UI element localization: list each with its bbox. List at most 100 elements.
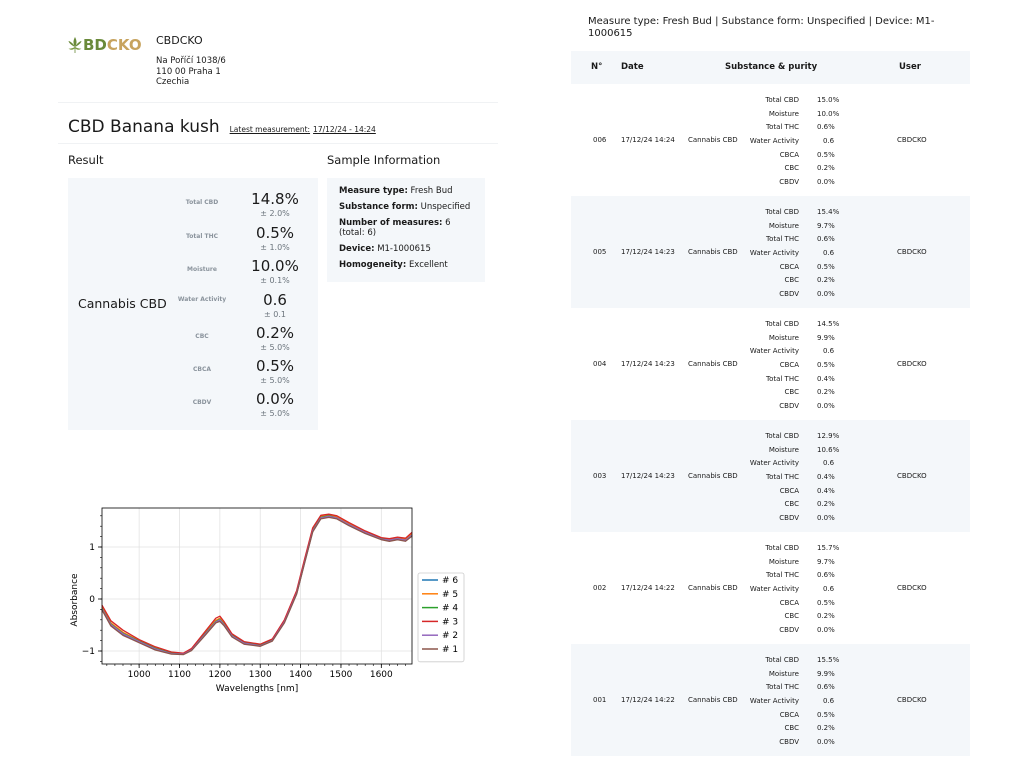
purity-name: Total THC (765, 473, 799, 482)
purity-value: 15.0% (817, 96, 840, 104)
purity-item: Total CBD 15.0% (737, 94, 857, 108)
series-line (101, 514, 413, 655)
table-row: 006 17/12/24 14:24 Cannabis CBD CBDCKO Total… (571, 84, 970, 196)
purity-value: 0.2% (817, 164, 835, 173)
cell-number: 005 (593, 248, 607, 256)
purity-name: Moisture (768, 669, 799, 678)
purity-name: CBCA (779, 598, 799, 607)
table-row: 001 17/12/24 14:22 Cannabis CBD CBDCKO Total… (571, 644, 970, 756)
latest-measurement-value: 17/12/24 - 14:24 (313, 125, 376, 134)
purity-name: CBCA (779, 262, 799, 271)
purity-name: Total THC (765, 374, 799, 383)
purity-name: CBCA (779, 150, 799, 159)
cell-date: 17/12/24 14:22 (621, 696, 675, 704)
purity-name: CBDV (779, 514, 799, 523)
purity-value: 0.5% (817, 710, 835, 719)
metric-cbc: CBC 0.2% ± 5.0% (178, 324, 318, 356)
purity-value: 0.5% (817, 150, 835, 159)
metric-value: 14.8% (251, 190, 299, 208)
cell-user: CBDCKO (897, 472, 927, 480)
metric-error: ± 5.0% (260, 343, 290, 352)
purity-name: Water Activity (749, 249, 799, 258)
col-header-number: N° (591, 62, 603, 72)
company-logo: BD CKO (68, 34, 142, 56)
purity-value: 0.2% (817, 500, 835, 509)
purity-item: Total CBD 14.5% (737, 318, 857, 332)
metric-label: Total CBD (185, 199, 219, 206)
metric-total-thc: Total THC 0.5% ± 1.0% (178, 224, 318, 256)
purity-value: 0.6 (823, 347, 835, 356)
tick-label-x: 1600 (370, 670, 393, 680)
purity-item: CBCA 0.4% (737, 485, 857, 499)
purity-name: CBC (784, 388, 799, 397)
address-line: Czechia (156, 77, 190, 87)
purity-name: CBDV (779, 402, 799, 411)
purity-name: CBC (784, 500, 799, 509)
purity-value: 15.7% (817, 544, 840, 552)
legend-label: # 3 (442, 617, 458, 627)
metric-total-cbd: Total CBD 14.8% ± 2.0% (178, 190, 318, 222)
cell-user: CBDCKO (897, 136, 927, 144)
purity-name: Total CBD (765, 320, 799, 328)
metric-value: 10.0% (251, 257, 299, 275)
purity-value: 15.5% (817, 656, 840, 664)
purity-value: 0.4% (817, 473, 835, 482)
purity-value: 0.5% (817, 598, 835, 607)
purity-value: 0.0% (817, 626, 835, 635)
table-row: 005 17/12/24 14:23 Cannabis CBD CBDCKO Total… (571, 196, 970, 308)
info-number-of-measures: Number of measures: 6 (total: 6) (339, 218, 473, 238)
result-card: Cannabis CBD Total CBD 14.8% ± 2.0% Tota… (68, 178, 318, 430)
cell-user: CBDCKO (897, 696, 927, 704)
info-key: Measure type: (339, 186, 408, 196)
info-measure-type: Measure type: Fresh Bud (339, 186, 473, 196)
purity-item: Total CBD 15.7% (737, 542, 857, 556)
cell-date: 17/12/24 14:22 (621, 584, 675, 592)
purity-name: CBDV (779, 178, 799, 187)
info-value: Excellent (408, 260, 448, 270)
metric-cbca: CBCA 0.5% ± 5.0% (178, 357, 318, 389)
purity-item: Moisture 9.7% (737, 556, 857, 570)
divider (58, 102, 498, 103)
metric-value: 0.6 (263, 291, 287, 309)
metric-label: CBCA (192, 366, 212, 373)
purity-name: Moisture (768, 221, 799, 230)
absorbance-spectrum-chart: 1000 1100 1200 1300 1400 1500 1600 1 0 −1 Waveleng… (70, 507, 465, 694)
purity-item: CBC 0.2% (737, 722, 857, 736)
purity-value: 0.2% (817, 612, 835, 621)
table-row: 004 17/12/24 14:23 Cannabis CBD CBDCKO Total… (571, 308, 970, 420)
info-substance-form: Substance form: Unspecified (339, 202, 473, 212)
product-name: Cannabis CBD (78, 296, 167, 311)
address-line: Na Poříčí 1038/6 (156, 56, 226, 66)
purity-list: Total CBD 15.7% Moisture 9.7% Total THC 0.6% W… (737, 542, 857, 638)
table-row: 003 17/12/24 14:23 Cannabis CBD CBDCKO Total… (571, 420, 970, 532)
purity-value: 0.0% (817, 402, 835, 411)
purity-item: CBDV 0.0% (737, 624, 857, 638)
metric-error: ± 2.0% (260, 209, 290, 218)
purity-item: Moisture 10.6% (737, 444, 857, 458)
purity-value: 0.4% (817, 374, 835, 383)
legend-box (417, 572, 465, 663)
tick-label-x: 1200 (208, 670, 231, 680)
legend-label: # 5 (442, 590, 458, 600)
tick-label-y: 1 (89, 543, 95, 553)
purity-item: Water Activity 0.6 (737, 583, 857, 597)
latest-measurement: Latest measurement: 17/12/24 - 14:24 (230, 125, 379, 134)
purity-item: CBCA 0.5% (737, 149, 857, 163)
col-header-user: User (899, 62, 921, 72)
purity-name: CBDV (779, 738, 799, 747)
tick-label-y: 0 (89, 595, 95, 605)
purity-item: Total THC 0.4% (737, 471, 857, 485)
series-line (101, 515, 413, 655)
info-device: Device: M1-1000615 (339, 244, 473, 254)
purity-item: CBDV 0.0% (737, 512, 857, 526)
purity-name: CBC (784, 164, 799, 173)
purity-value: 0.5% (817, 262, 835, 271)
purity-item: CBDV 0.0% (737, 736, 857, 750)
purity-item: Total CBD 15.5% (737, 654, 857, 668)
legend-label: # 2 (442, 631, 458, 641)
metric-value: 0.5% (255, 357, 295, 375)
purity-name: Total THC (765, 235, 799, 244)
purity-name: CBCA (779, 710, 799, 719)
purity-name: Moisture (768, 109, 799, 118)
purity-name: CBCA (779, 486, 799, 495)
